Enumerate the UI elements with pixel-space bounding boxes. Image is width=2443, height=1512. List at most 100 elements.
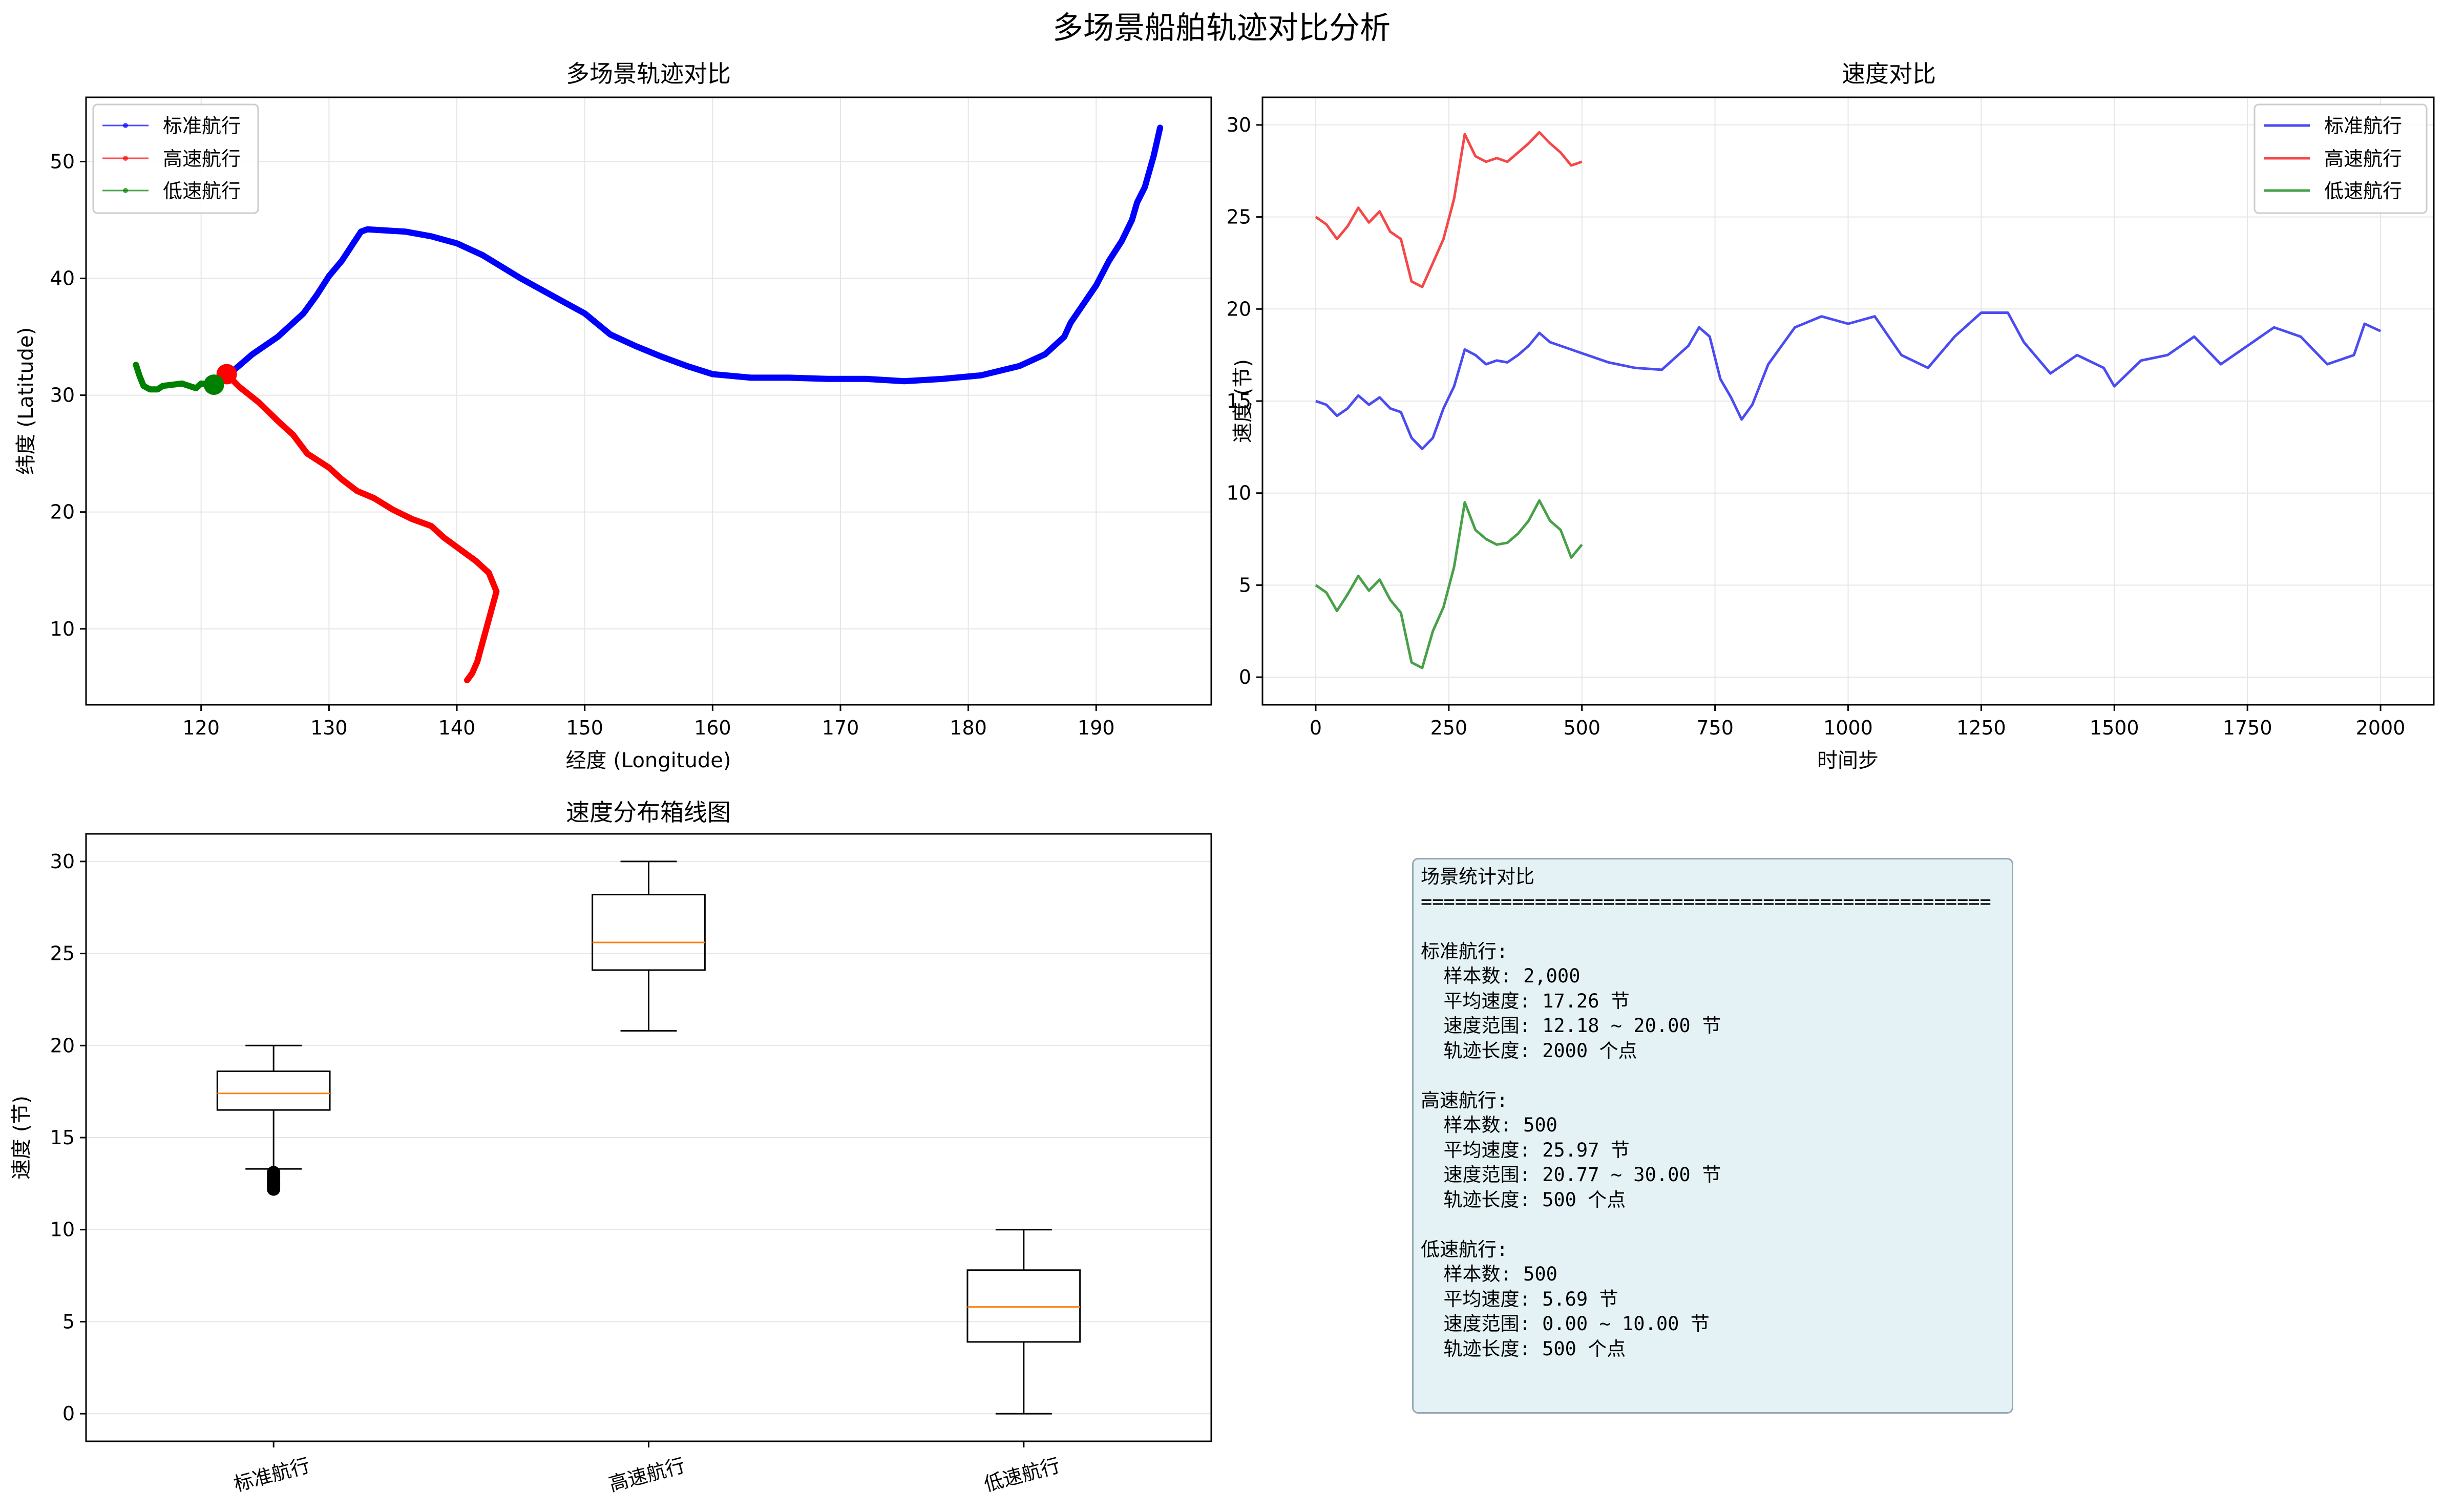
trajectory-x-tick-label: 150	[566, 717, 603, 739]
stats-scenario-name: 低速航行:	[1421, 1238, 1508, 1261]
trajectory-y-tick-label: 50	[50, 150, 75, 173]
speed-x-tick-label: 0	[1310, 717, 1322, 739]
boxplot-chart-title: 速度分布箱线图	[566, 799, 731, 826]
speed-x-tick-label: 1500	[2090, 717, 2139, 739]
boxplot-ticks: 0 5 10 15 20 25 30 标准航行 高速航行 低速航行	[50, 850, 1063, 1496]
stats-average-speed: 平均速度: 17.26 节	[1421, 990, 1630, 1012]
legend-label-low-speed: 低速航行	[163, 180, 241, 202]
speed-legend-label-standard: 标准航行	[2324, 115, 2402, 137]
trajectory-x-tick-label: 180	[950, 717, 987, 739]
boxplot-category-label: 低速航行	[981, 1454, 1062, 1496]
trajectory-line-low-speed	[133, 362, 217, 393]
trajectory-y-axis-label: 纬度 (Latitude)	[14, 327, 38, 475]
trajectory-line-high-speed	[223, 371, 500, 684]
boxplot-y-tick-label: 25	[50, 942, 75, 965]
stats-scenario-name: 高速航行:	[1421, 1089, 1508, 1111]
trajectory-axes-frame	[85, 96, 1212, 706]
speed-y-axis-label: 速度 (节)	[1231, 359, 1255, 443]
stats-panel: 场景统计对比 =================================…	[1412, 858, 2013, 1414]
trajectory-legend-box	[92, 103, 259, 214]
speed-x-tick-label: 2000	[2356, 717, 2406, 739]
stats-track-length: 轨迹长度: 500 个点	[1421, 1337, 1626, 1360]
speed-ticks: 0 5 10 15 20 25 30 0 250 500 750 1000 1250 1500 1750 20…	[1227, 114, 2406, 739]
trajectory-chart-title: 多场景轨迹对比	[566, 60, 731, 88]
speed-x-tick-label: 500	[1563, 717, 1600, 739]
page-title: 多场景船舶轨迹对比分析	[1052, 10, 1391, 46]
trajectory-x-tick-label: 190	[1078, 717, 1115, 739]
stats-speed-range: 速度范围: 12.18 ~ 20.00 节	[1421, 1015, 1721, 1037]
trajectory-x-tick-label: 160	[694, 717, 731, 739]
trajectory-ticks: 10 20 30 40 50 120 130 140 150 160 170 180 190	[50, 150, 1115, 739]
speed-x-tick-label: 1000	[1823, 717, 1873, 739]
legend-label-standard: 标准航行	[163, 115, 241, 137]
legend-marker-standard	[123, 123, 128, 128]
boxplot-y-tick-label: 20	[50, 1034, 75, 1057]
legend-label-high-speed: 高速航行	[163, 148, 241, 170]
box-iqr-rect	[216, 1070, 331, 1111]
stats-speed-range: 速度范围: 0.00 ~ 10.00 节	[1421, 1313, 1710, 1335]
trajectory-x-tick-label: 130	[310, 717, 348, 739]
speed-x-tick-label: 750	[1696, 717, 1734, 739]
trajectory-x-tick-label: 140	[438, 717, 476, 739]
speed-panel: 速度对比 0 5 10 15 20 25 30 0 250 500 750 1000 1250 1500 1…	[1227, 60, 2435, 772]
legend-marker-high-speed	[123, 156, 128, 161]
boxplot-y-tick-label: 5	[62, 1310, 75, 1333]
trajectory-y-tick-label: 30	[50, 384, 75, 407]
trajectory-y-tick-label: 40	[50, 267, 75, 290]
stats-average-speed: 平均速度: 5.69 节	[1421, 1288, 1618, 1310]
speed-line-low-speed	[1315, 499, 1583, 669]
speed-chart-title: 速度对比	[1842, 60, 1936, 88]
speed-x-tick-label: 250	[1430, 717, 1468, 739]
stats-scenario-name: 标准航行:	[1421, 940, 1508, 962]
speed-x-tick-label: 1250	[1956, 717, 2006, 739]
stats-track-length: 轨迹长度: 2000 个点	[1421, 1039, 1637, 1062]
trajectory-legend: 标准航行 高速航行 低速航行	[92, 103, 259, 214]
stats-samples: 样本数: 2,000	[1421, 965, 1581, 987]
box-iqr-rect	[966, 1269, 1081, 1343]
speed-y-tick-label: 30	[1227, 114, 1251, 136]
boxplot-y-axis-label: 速度 (节)	[10, 1096, 33, 1180]
stats-track-length: 轨迹长度: 500 个点	[1421, 1188, 1626, 1211]
trajectory-x-axis-label: 经度 (Longitude)	[566, 749, 731, 772]
speed-legend-box	[2254, 103, 2428, 214]
box-iqr-rect	[592, 894, 706, 971]
stats-divider: ========================================…	[1421, 890, 1991, 913]
boxplot-y-tick-label: 10	[50, 1219, 75, 1241]
trajectory-line-standard	[210, 124, 1164, 388]
speed-y-tick-label: 5	[1239, 574, 1251, 596]
speed-x-tick-label: 1750	[2223, 717, 2272, 739]
speed-legend-label-high-speed: 高速航行	[2324, 148, 2402, 170]
stats-speed-range: 速度范围: 20.77 ~ 30.00 节	[1421, 1164, 1721, 1186]
speed-legend-label-low-speed: 低速航行	[2324, 180, 2402, 202]
speed-grid	[1262, 97, 2434, 705]
trajectory-x-tick-label: 170	[822, 717, 859, 739]
trajectory-y-tick-label: 20	[50, 501, 75, 523]
stats-samples: 样本数: 500	[1421, 1114, 1557, 1136]
speed-y-tick-label: 0	[1239, 666, 1251, 688]
trajectory-y-tick-label: 10	[50, 618, 75, 640]
legend-marker-low-speed	[123, 188, 128, 193]
boxplot-grid	[86, 860, 1211, 1415]
trajectory-plot-area	[133, 124, 1164, 684]
speed-legend: 标准航行 高速航行 低速航行	[2254, 103, 2428, 214]
speed-line-high-speed	[1315, 131, 1583, 288]
trajectory-start-marker	[203, 374, 224, 395]
speed-line-standard	[1315, 311, 2382, 450]
boxplot-y-tick-label: 30	[50, 850, 75, 873]
boxplot-category-label: 高速航行	[606, 1454, 687, 1496]
speed-x-axis-label: 时间步	[1817, 749, 1879, 772]
boxplot-panel: 速度分布箱线图 0 5 10 15 20 25 30 标准航行 高速航行 低速航行 速度 (节)	[10, 799, 1212, 1496]
stats-average-speed: 平均速度: 25.97 节	[1421, 1139, 1630, 1161]
speed-y-tick-label: 20	[1227, 298, 1251, 320]
speed-y-tick-label: 25	[1227, 206, 1251, 228]
boxplot-y-tick-label: 15	[50, 1126, 75, 1149]
stats-title: 场景统计对比	[1421, 866, 1534, 888]
speed-plot-area	[1315, 131, 2382, 669]
box-outlier-point	[267, 1166, 281, 1180]
speed-y-tick-label: 10	[1227, 482, 1251, 505]
boxplot-y-tick-label: 0	[62, 1402, 75, 1425]
stats-samples: 样本数: 500	[1421, 1263, 1557, 1285]
boxplot-category-label: 标准航行	[231, 1454, 312, 1496]
